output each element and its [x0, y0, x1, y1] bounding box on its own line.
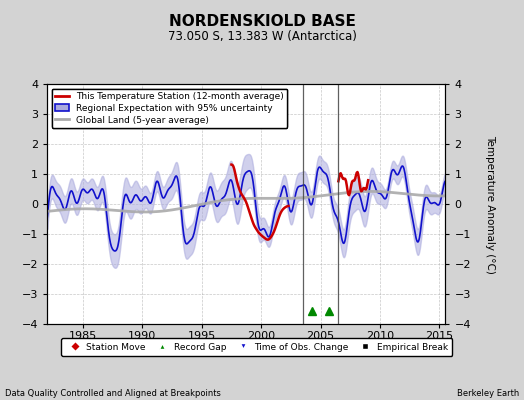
Text: NORDENSKIOLD BASE: NORDENSKIOLD BASE [169, 14, 355, 29]
Text: 73.050 S, 13.383 W (Antarctica): 73.050 S, 13.383 W (Antarctica) [168, 30, 356, 43]
Text: Data Quality Controlled and Aligned at Breakpoints: Data Quality Controlled and Aligned at B… [5, 389, 221, 398]
Y-axis label: Temperature Anomaly (°C): Temperature Anomaly (°C) [485, 134, 495, 274]
Legend: This Temperature Station (12-month average), Regional Expectation with 95% uncer: This Temperature Station (12-month avera… [52, 88, 287, 128]
Legend: Station Move, Record Gap, Time of Obs. Change, Empirical Break: Station Move, Record Gap, Time of Obs. C… [61, 338, 452, 356]
Text: Berkeley Earth: Berkeley Earth [456, 389, 519, 398]
